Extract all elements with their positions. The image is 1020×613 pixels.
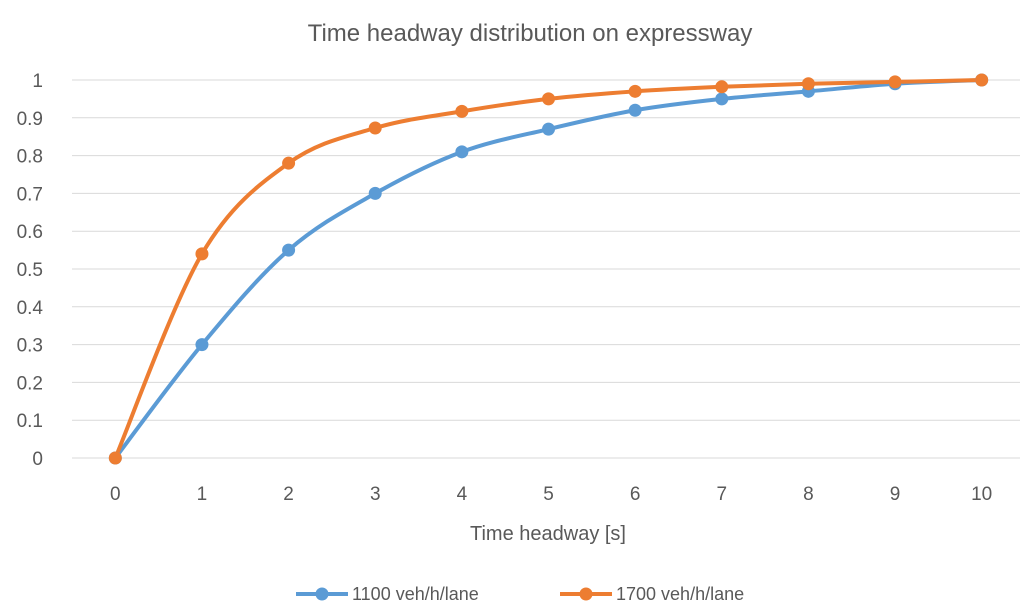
series-markers bbox=[108, 73, 989, 465]
series-line-1 bbox=[113, 78, 984, 460]
x-tick-label: 9 bbox=[890, 484, 901, 505]
x-tick-label: 6 bbox=[630, 484, 641, 505]
y-tick-label: 0.5 bbox=[17, 260, 43, 281]
y-tick-label: 0.2 bbox=[17, 373, 43, 394]
data-point-series-1 bbox=[282, 243, 296, 257]
x-tick-label: 3 bbox=[370, 484, 381, 505]
y-tick-label: 0.8 bbox=[17, 147, 43, 168]
chart-title: Time headway distribution on expressway bbox=[308, 20, 753, 47]
x-tick-label: 5 bbox=[543, 484, 554, 505]
x-tick-label: 4 bbox=[457, 484, 468, 505]
x-tick-label: 7 bbox=[716, 484, 727, 505]
data-point-series-2 bbox=[108, 451, 122, 465]
data-point-series-2 bbox=[282, 156, 296, 170]
y-axis-ticks: 0 0.1 0.2 0.3 0.4 0.5 0.6 0.7 0.8 0.9 1 bbox=[17, 71, 44, 470]
x-tick-label: 8 bbox=[803, 484, 814, 505]
x-tick-label: 1 bbox=[197, 484, 208, 505]
data-point-series-2 bbox=[455, 104, 469, 118]
data-point-series-2 bbox=[195, 247, 209, 261]
data-point-series-1 bbox=[195, 338, 209, 352]
data-point-series-2 bbox=[542, 92, 555, 106]
series-lines bbox=[113, 78, 984, 460]
gridlines bbox=[72, 79, 1020, 459]
data-point-series-1 bbox=[455, 145, 469, 159]
data-point-series-1 bbox=[542, 122, 555, 136]
y-tick-label: 0.4 bbox=[17, 298, 44, 319]
x-axis-title: Time headway [s] bbox=[470, 523, 626, 545]
y-tick-label: 0.7 bbox=[17, 184, 43, 205]
data-point-series-2 bbox=[975, 73, 989, 87]
legend-swatch-marker bbox=[315, 587, 329, 601]
data-point-series-2 bbox=[368, 121, 382, 135]
data-point-series-1 bbox=[368, 186, 382, 200]
legend-swatch-marker bbox=[579, 587, 593, 601]
series-line-2 bbox=[113, 78, 984, 460]
y-tick-label: 1 bbox=[32, 71, 43, 92]
x-tick-label: 0 bbox=[110, 484, 121, 505]
legend-label: 1100 veh/h/lane bbox=[352, 584, 479, 604]
legend: 1100 veh/h/lane 1700 veh/h/lane bbox=[296, 584, 744, 604]
data-point-series-2 bbox=[888, 75, 902, 89]
y-tick-label: 0.9 bbox=[17, 109, 43, 130]
data-point-series-1 bbox=[715, 92, 729, 106]
data-point-series-2 bbox=[715, 80, 729, 94]
x-tick-label: 2 bbox=[283, 484, 294, 505]
y-tick-label: 0.1 bbox=[17, 411, 43, 432]
legend-label: 1700 veh/h/lane bbox=[616, 584, 744, 604]
data-point-series-2 bbox=[628, 84, 642, 98]
data-point-series-2 bbox=[801, 77, 815, 91]
data-point-series-1 bbox=[628, 103, 642, 117]
y-tick-label: 0 bbox=[32, 449, 43, 470]
y-tick-label: 0.6 bbox=[17, 222, 43, 243]
y-tick-label: 0.3 bbox=[17, 336, 43, 357]
x-tick-label: 10 bbox=[971, 484, 992, 505]
x-axis-ticks: 0 1 2 3 4 5 6 7 8 9 10 bbox=[110, 484, 992, 505]
